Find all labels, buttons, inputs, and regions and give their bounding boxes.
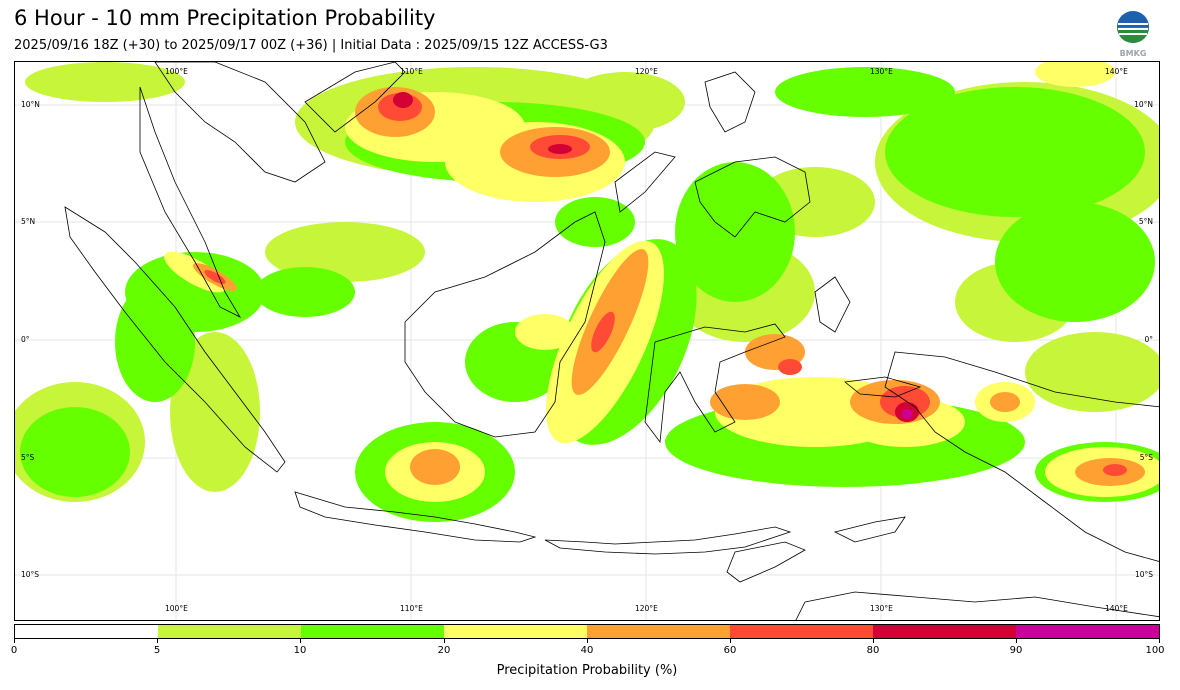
colorbar	[14, 624, 1160, 639]
colorbar-segment	[444, 625, 587, 638]
lat-label-left: 10°S	[21, 570, 40, 579]
lat-label-right: 0°	[1144, 335, 1153, 344]
lat-label-left: 10°N	[21, 100, 40, 109]
colorbar-tick-label: 40	[580, 645, 594, 656]
colorbar-segment	[15, 625, 158, 638]
colorbar-tick-label: 80	[866, 645, 880, 656]
colorbar-segment	[1016, 625, 1159, 638]
lat-label-left: 5°N	[21, 217, 36, 226]
map-title: 6 Hour - 10 mm Precipitation Probability	[14, 6, 436, 30]
lat-label-right: 5°N	[1138, 217, 1153, 226]
colorbar-tick-label: 20	[437, 645, 451, 656]
colorbar-title: Precipitation Probability (%)	[496, 663, 678, 678]
prob-90-100-areas	[902, 409, 912, 419]
colorbar-tick-label: 60	[723, 645, 737, 656]
lon-label-bottom: 140°E	[1105, 604, 1128, 613]
colorbar-segment	[873, 625, 1016, 638]
colorbar-tick-label: 90	[1009, 645, 1023, 656]
colorbar-segment	[587, 625, 730, 638]
coastlines	[64, 62, 1159, 620]
lon-label-top: 120°E	[635, 67, 658, 76]
lon-label-top: 100°E	[165, 67, 188, 76]
lon-label-top: 110°E	[400, 67, 423, 76]
lat-label-left: 5°S	[21, 453, 35, 462]
lon-label-top: 130°E	[870, 67, 893, 76]
lon-label-top: 140°E	[1105, 67, 1128, 76]
colorbar-tick-label: 0	[10, 645, 18, 656]
colorbar-segment	[301, 625, 444, 638]
lon-label-bottom: 110°E	[400, 604, 423, 613]
map-subtitle: 2025/09/16 18Z (+30) to 2025/09/17 00Z (…	[14, 38, 608, 53]
precipitation-map: 100°E 110°E 120°E 130°E 140°E 100°E 110°…	[14, 61, 1160, 621]
colorbar-segment	[158, 625, 301, 638]
lon-label-bottom: 100°E	[165, 604, 188, 613]
svg-text:BMKG: BMKG	[1120, 49, 1147, 58]
lat-label-right: 10°N	[1134, 100, 1153, 109]
colorbar-tick-label: 100	[1145, 645, 1165, 656]
lat-label-right: 10°S	[1134, 570, 1153, 579]
colorbar-segment	[730, 625, 873, 638]
lat-label-right: 5°S	[1139, 453, 1153, 462]
lon-label-bottom: 120°E	[635, 604, 658, 613]
colorbar-tick-label: 5	[153, 645, 161, 656]
prob-10-20-areas	[20, 67, 1159, 522]
lat-label-left: 0°	[21, 335, 30, 344]
lon-label-bottom: 130°E	[870, 604, 893, 613]
colorbar-tick-label: 10	[293, 645, 307, 656]
bmkg-logo: BMKG	[1114, 10, 1152, 58]
